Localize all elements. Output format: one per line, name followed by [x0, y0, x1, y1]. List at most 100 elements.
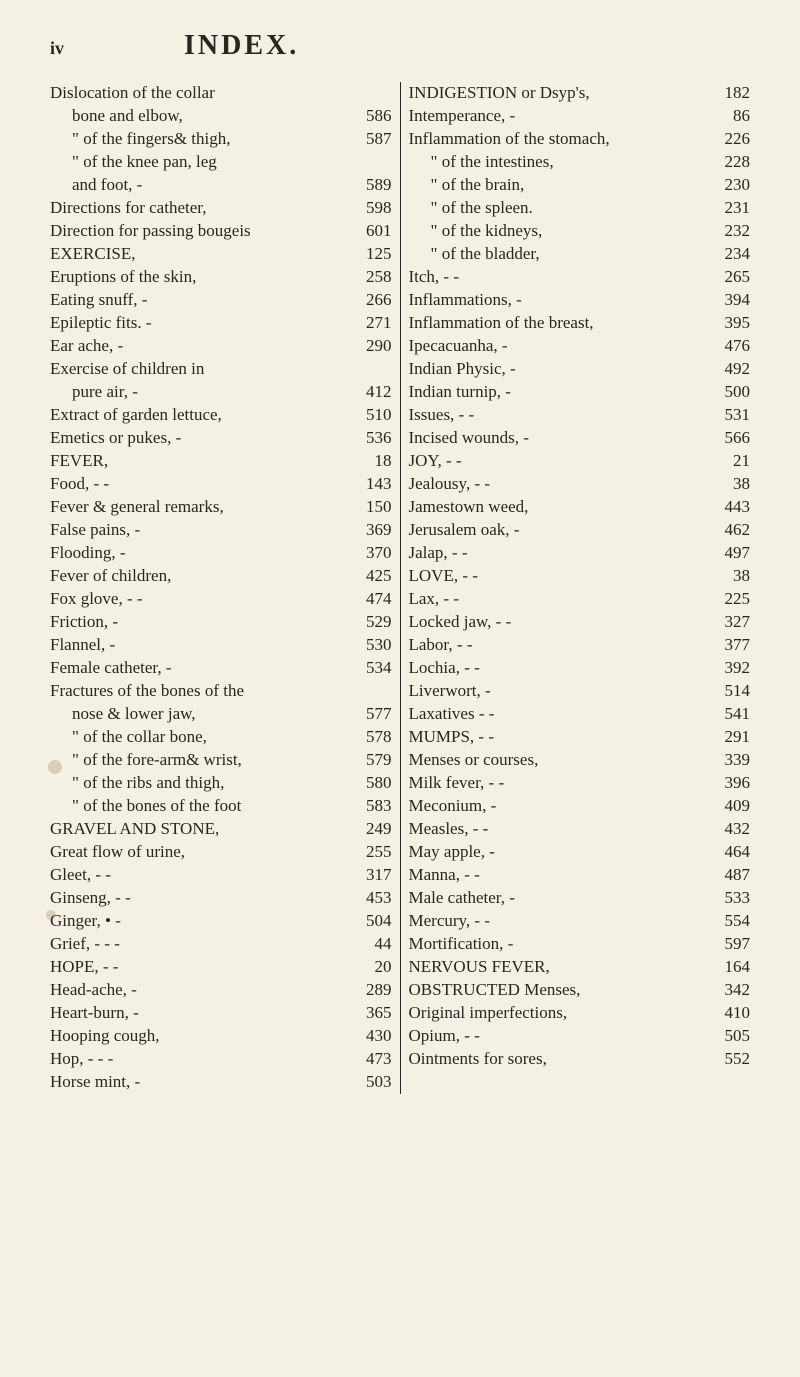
index-entry-text: Inflammation of the breast,: [409, 312, 709, 335]
index-entry-text: Incised wounds, -: [409, 427, 709, 450]
index-entry: " of the brain,230: [409, 174, 751, 197]
index-entry-text: " of the collar bone,: [50, 726, 350, 749]
index-entry: Measles, - -432: [409, 818, 751, 841]
index-entry-text: " of the fore-arm& wrist,: [50, 749, 350, 772]
index-entry: " of the bones of the foot583: [50, 795, 392, 818]
index-entry: Labor, - -377: [409, 634, 751, 657]
index-entry-text: Intemperance, -: [409, 105, 709, 128]
index-entry-text: Liverwort, -: [409, 680, 709, 703]
index-entry-text: Measles, - -: [409, 818, 709, 841]
index-entry-page: 598: [350, 197, 392, 220]
index-entry-text: Fractures of the bones of the: [50, 680, 350, 703]
index-entry-page: 249: [350, 818, 392, 841]
index-entry: Lax, - -225: [409, 588, 751, 611]
index-entry: Gleet, - -317: [50, 864, 392, 887]
index-entry-page: 38: [708, 565, 750, 588]
index-entry-text: and foot, -: [50, 174, 350, 197]
index-entry-page: 369: [350, 519, 392, 542]
index-entry: Extract of garden lettuce,510: [50, 404, 392, 427]
index-entry-page: 289: [350, 979, 392, 1002]
index-entry: " of the ribs and thigh,580: [50, 772, 392, 795]
index-entry-page: 21: [708, 450, 750, 473]
index-entry-page: 536: [350, 427, 392, 450]
left-column: Dislocation of the collarbone and elbow,…: [50, 82, 392, 1094]
index-entry-text: Friction, -: [50, 611, 350, 634]
index-entry: Emetics or pukes, -536: [50, 427, 392, 450]
index-entry-text: Opium, - -: [409, 1025, 709, 1048]
index-entry: Epileptic fits. -271: [50, 312, 392, 335]
index-entry-text: FEVER,: [50, 450, 350, 473]
index-entry-text: NERVOUS FEVER,: [409, 956, 709, 979]
index-entry-page: 396: [708, 772, 750, 795]
index-entry: Female catheter, -534: [50, 657, 392, 680]
index-entry: Grief, - - -44: [50, 933, 392, 956]
index-entry-page: 497: [708, 542, 750, 565]
index-entry-text: Direction for passing bougeis: [50, 220, 350, 243]
index-entry-page: 464: [708, 841, 750, 864]
index-entry-page: 566: [708, 427, 750, 450]
index-entry-page: 589: [350, 174, 392, 197]
index-entry: Ear ache, -290: [50, 335, 392, 358]
index-entry: Flannel, -530: [50, 634, 392, 657]
index-entry-text: Eruptions of the skin,: [50, 266, 350, 289]
index-entry: " of the fore-arm& wrist,579: [50, 749, 392, 772]
index-entry-text: Horse mint, -: [50, 1071, 350, 1094]
index-entry: " of the kidneys,232: [409, 220, 751, 243]
right-column: INDIGESTION or Dsyp's,182Intemperance, -…: [409, 82, 751, 1094]
index-entry-text: Jerusalem oak, -: [409, 519, 709, 542]
index-entry-text: " of the intestines,: [409, 151, 709, 174]
index-entry-text: Exercise of children in: [50, 358, 350, 381]
index-entry-page: 530: [350, 634, 392, 657]
index-entry-page: 453: [350, 887, 392, 910]
index-entry-page: 597: [708, 933, 750, 956]
index-entry-page: 500: [708, 381, 750, 404]
index-entry-text: Eating snuff, -: [50, 289, 350, 312]
index-entry-text: " of the bladder,: [409, 243, 709, 266]
index-entry: " of the spleen.231: [409, 197, 751, 220]
index-entry-text: Food, - -: [50, 473, 350, 496]
index-entry-page: 377: [708, 634, 750, 657]
index-entry: Heart-burn, -365: [50, 1002, 392, 1025]
index-entry-page: 370: [350, 542, 392, 565]
index-entry-text: Flannel, -: [50, 634, 350, 657]
index-entry-text: Jalap, - -: [409, 542, 709, 565]
index-entry-text: Ear ache, -: [50, 335, 350, 358]
index-entry: Milk fever, - -396: [409, 772, 751, 795]
index-entry-text: Female catheter, -: [50, 657, 350, 680]
index-entry: EXERCISE,125: [50, 243, 392, 266]
index-entry-page: 474: [350, 588, 392, 611]
index-entry: Fever of children,425: [50, 565, 392, 588]
index-entry-page: 228: [708, 151, 750, 174]
index-entry-page: 586: [350, 105, 392, 128]
index-entry: and foot, -589: [50, 174, 392, 197]
index-entry-text: LOVE, - -: [409, 565, 709, 588]
index-entry-page: 317: [350, 864, 392, 887]
index-entry-page: 533: [708, 887, 750, 910]
index-entry-page: 38: [708, 473, 750, 496]
index-entry: Fox glove, - -474: [50, 588, 392, 611]
index-entry: Incised wounds, -566: [409, 427, 751, 450]
index-entry: May apple, -464: [409, 841, 751, 864]
column-divider: [400, 82, 401, 1094]
index-entry-page: 412: [350, 381, 392, 404]
index-entry: " of the intestines,228: [409, 151, 751, 174]
index-entry-text: Ipecacuanha, -: [409, 335, 709, 358]
index-entry: Fractures of the bones of the: [50, 680, 392, 703]
index-entry: Inflammation of the stomach,226: [409, 128, 751, 151]
index-entry: False pains, -369: [50, 519, 392, 542]
index-entry-page: 531: [708, 404, 750, 427]
index-entry: Jealousy, - -38: [409, 473, 751, 496]
index-entry-page: 232: [708, 220, 750, 243]
index-entry-text: Dislocation of the collar: [50, 82, 350, 105]
index-entry: " of the bladder,234: [409, 243, 751, 266]
index-entry-text: " of the kidneys,: [409, 220, 709, 243]
index-entry-page: 143: [350, 473, 392, 496]
index-entry-text: Laxatives - -: [409, 703, 709, 726]
index-entry-text: Lochia, - -: [409, 657, 709, 680]
index-entry: Jamestown weed,443: [409, 496, 751, 519]
index-entry-page: 271: [350, 312, 392, 335]
index-entry-text: Epileptic fits. -: [50, 312, 350, 335]
index-entry-page: 394: [708, 289, 750, 312]
index-entry-page: 44: [350, 933, 392, 956]
index-entry-page: 554: [708, 910, 750, 933]
